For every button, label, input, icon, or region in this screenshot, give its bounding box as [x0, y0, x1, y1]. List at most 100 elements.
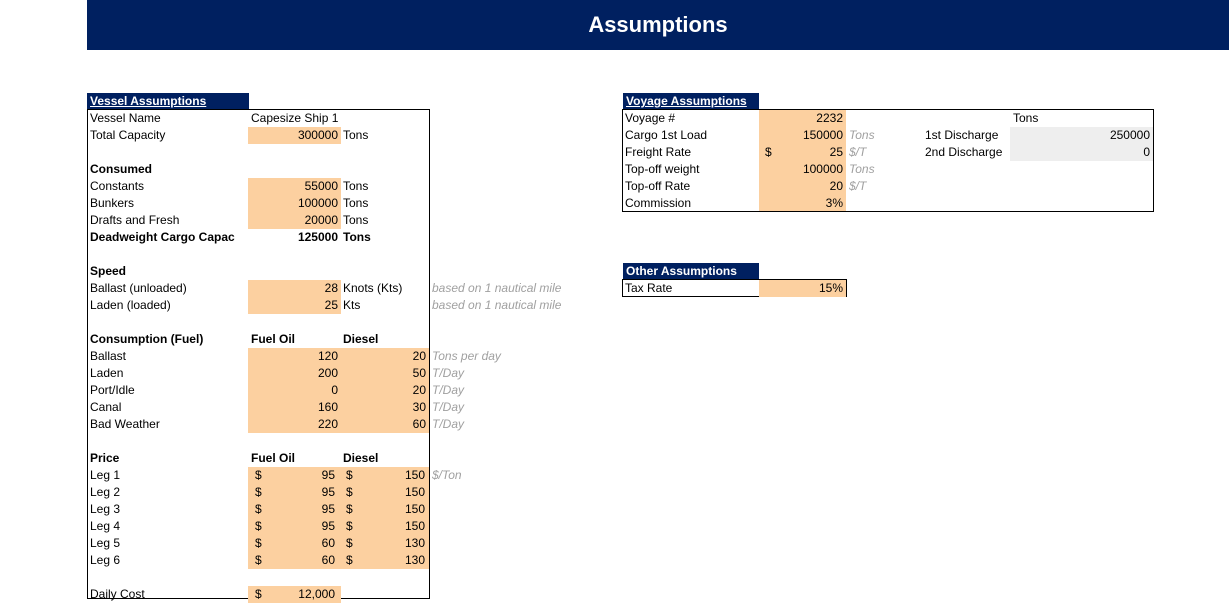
bunkers-unit: Tons: [343, 196, 369, 210]
voyage-assumptions-header: Voyage Assumptions: [623, 93, 759, 109]
price-fuel-input[interactable]: 95: [321, 502, 335, 516]
price-fuel-input[interactable]: 95: [321, 468, 335, 482]
speed-laden-input[interactable]: 25: [248, 297, 341, 314]
speed-laden-unit: Kts: [343, 298, 361, 312]
price-row-bg: [248, 484, 429, 501]
voyage-assumptions-box: [622, 109, 1154, 212]
price-row-bg: [248, 535, 429, 552]
freight-rate-label: Freight Rate: [625, 145, 692, 159]
price-col-diesel: Diesel: [343, 451, 379, 465]
consumed-heading: Consumed: [90, 162, 153, 176]
speed-ballast-note: based on 1 nautical mile: [432, 281, 562, 295]
consumption-row-label: Bad Weather: [90, 417, 160, 431]
price-row-label: Leg 4: [90, 519, 121, 533]
freight-rate-input[interactable]: 25: [829, 145, 843, 159]
currency-symbol: $: [346, 502, 353, 516]
vessel-assumptions-header: Vessel Assumptions: [87, 93, 249, 109]
consumption-note: T/Day: [432, 400, 465, 414]
consumption-fuel-input[interactable]: 160: [248, 399, 341, 416]
speed-laden-note: based on 1 nautical mile: [432, 298, 562, 312]
vessel-name-value[interactable]: Capesize Ship 1: [251, 111, 339, 125]
price-row-bg: [248, 501, 429, 518]
currency-symbol: $: [346, 536, 353, 550]
commission-label: Commission: [625, 196, 692, 210]
commission-input[interactable]: 3%: [825, 196, 843, 210]
price-row-bg: [248, 467, 429, 484]
price-fuel-input[interactable]: 95: [321, 485, 335, 499]
consumption-diesel-input[interactable]: 30: [341, 399, 429, 416]
currency-symbol: $: [255, 468, 262, 482]
currency-symbol: $: [255, 502, 262, 516]
price-diesel-input[interactable]: 130: [404, 553, 425, 567]
consumption-heading: Consumption (Fuel): [90, 332, 204, 346]
currency-symbol: $: [346, 519, 353, 533]
cargo-1st-load-label: Cargo 1st Load: [625, 128, 708, 142]
total-capacity-unit: Tons: [343, 128, 369, 142]
price-note: $/Ton: [432, 468, 462, 482]
total-capacity-label: Total Capacity: [90, 128, 166, 142]
price-col-fuel: Fuel Oil: [251, 451, 296, 465]
first-discharge-label: 1st Discharge: [925, 128, 999, 142]
price-diesel-input[interactable]: 150: [404, 519, 425, 533]
price-diesel-input[interactable]: 130: [404, 536, 425, 550]
price-row-label: Leg 2: [90, 485, 121, 499]
currency-symbol: $: [255, 587, 262, 601]
price-heading: Price: [90, 451, 120, 465]
consumption-row-label: Laden: [90, 366, 124, 380]
topoff-rate-label: Top-off Rate: [625, 179, 691, 193]
constants-label: Constants: [90, 179, 145, 193]
second-discharge-value[interactable]: 0: [1010, 144, 1153, 161]
constants-input[interactable]: 55000: [248, 178, 341, 195]
price-diesel-input[interactable]: 150: [404, 485, 425, 499]
topoff-weight-unit: Tons: [849, 162, 875, 176]
voyage-number-input[interactable]: 2232: [816, 111, 843, 125]
price-row-label: Leg 1: [90, 468, 121, 482]
bunkers-label: Bunkers: [90, 196, 135, 210]
consumption-row-label: Canal: [90, 400, 122, 414]
drafts-fresh-label: Drafts and Fresh: [90, 213, 180, 227]
speed-ballast-input[interactable]: 28: [248, 280, 341, 297]
price-fuel-input[interactable]: 60: [321, 553, 335, 567]
page-title: Assumptions: [87, 0, 1229, 50]
consumption-fuel-input[interactable]: 200: [248, 365, 341, 382]
currency-symbol: $: [255, 553, 262, 567]
bunkers-input[interactable]: 100000: [248, 195, 341, 212]
consumption-row-label: Port/Idle: [90, 383, 135, 397]
price-diesel-input[interactable]: 150: [404, 468, 425, 482]
consumption-note: T/Day: [432, 366, 465, 380]
deadweight-label: Deadweight Cargo Capac: [90, 230, 235, 244]
consumption-diesel-input[interactable]: 20: [341, 382, 429, 399]
currency-symbol: $: [255, 485, 262, 499]
consumption-fuel-input[interactable]: 220: [248, 416, 341, 433]
consumption-note: T/Day: [432, 417, 465, 431]
other-assumptions-box: [622, 279, 847, 297]
drafts-fresh-input[interactable]: 20000: [248, 212, 341, 229]
price-diesel-input[interactable]: 150: [404, 502, 425, 516]
consumption-fuel-input[interactable]: 120: [248, 348, 341, 365]
consumption-diesel-input[interactable]: 20: [341, 348, 429, 365]
second-discharge-label: 2nd Discharge: [925, 145, 1003, 159]
consumption-col-fuel: Fuel Oil: [251, 332, 296, 346]
speed-heading: Speed: [90, 264, 127, 278]
price-row-bg: [248, 518, 429, 535]
voyage-number-label: Voyage #: [625, 111, 676, 125]
consumption-diesel-input[interactable]: 50: [341, 365, 429, 382]
topoff-rate-unit: $/T: [849, 179, 867, 193]
consumption-diesel-input[interactable]: 60: [341, 416, 429, 433]
total-capacity-input[interactable]: 300000: [248, 127, 341, 144]
first-discharge-value[interactable]: 250000: [1010, 127, 1153, 144]
topoff-weight-input[interactable]: 100000: [802, 162, 843, 176]
tax-rate-input[interactable]: 15%: [759, 280, 846, 297]
cargo-1st-load-input[interactable]: 150000: [802, 128, 843, 142]
price-fuel-input[interactable]: 60: [321, 536, 335, 550]
price-row-label: Leg 5: [90, 536, 121, 550]
deadweight-unit: Tons: [343, 230, 371, 244]
freight-rate-unit: $/T: [849, 145, 867, 159]
consumption-fuel-input[interactable]: 0: [248, 382, 341, 399]
speed-ballast-unit: Knots (Kts): [343, 281, 403, 295]
currency-symbol: $: [346, 553, 353, 567]
topoff-rate-input[interactable]: 20: [829, 179, 843, 193]
daily-cost-input[interactable]: 12,000: [298, 587, 335, 601]
price-fuel-input[interactable]: 95: [321, 519, 335, 533]
deadweight-value: 125000: [297, 230, 338, 244]
